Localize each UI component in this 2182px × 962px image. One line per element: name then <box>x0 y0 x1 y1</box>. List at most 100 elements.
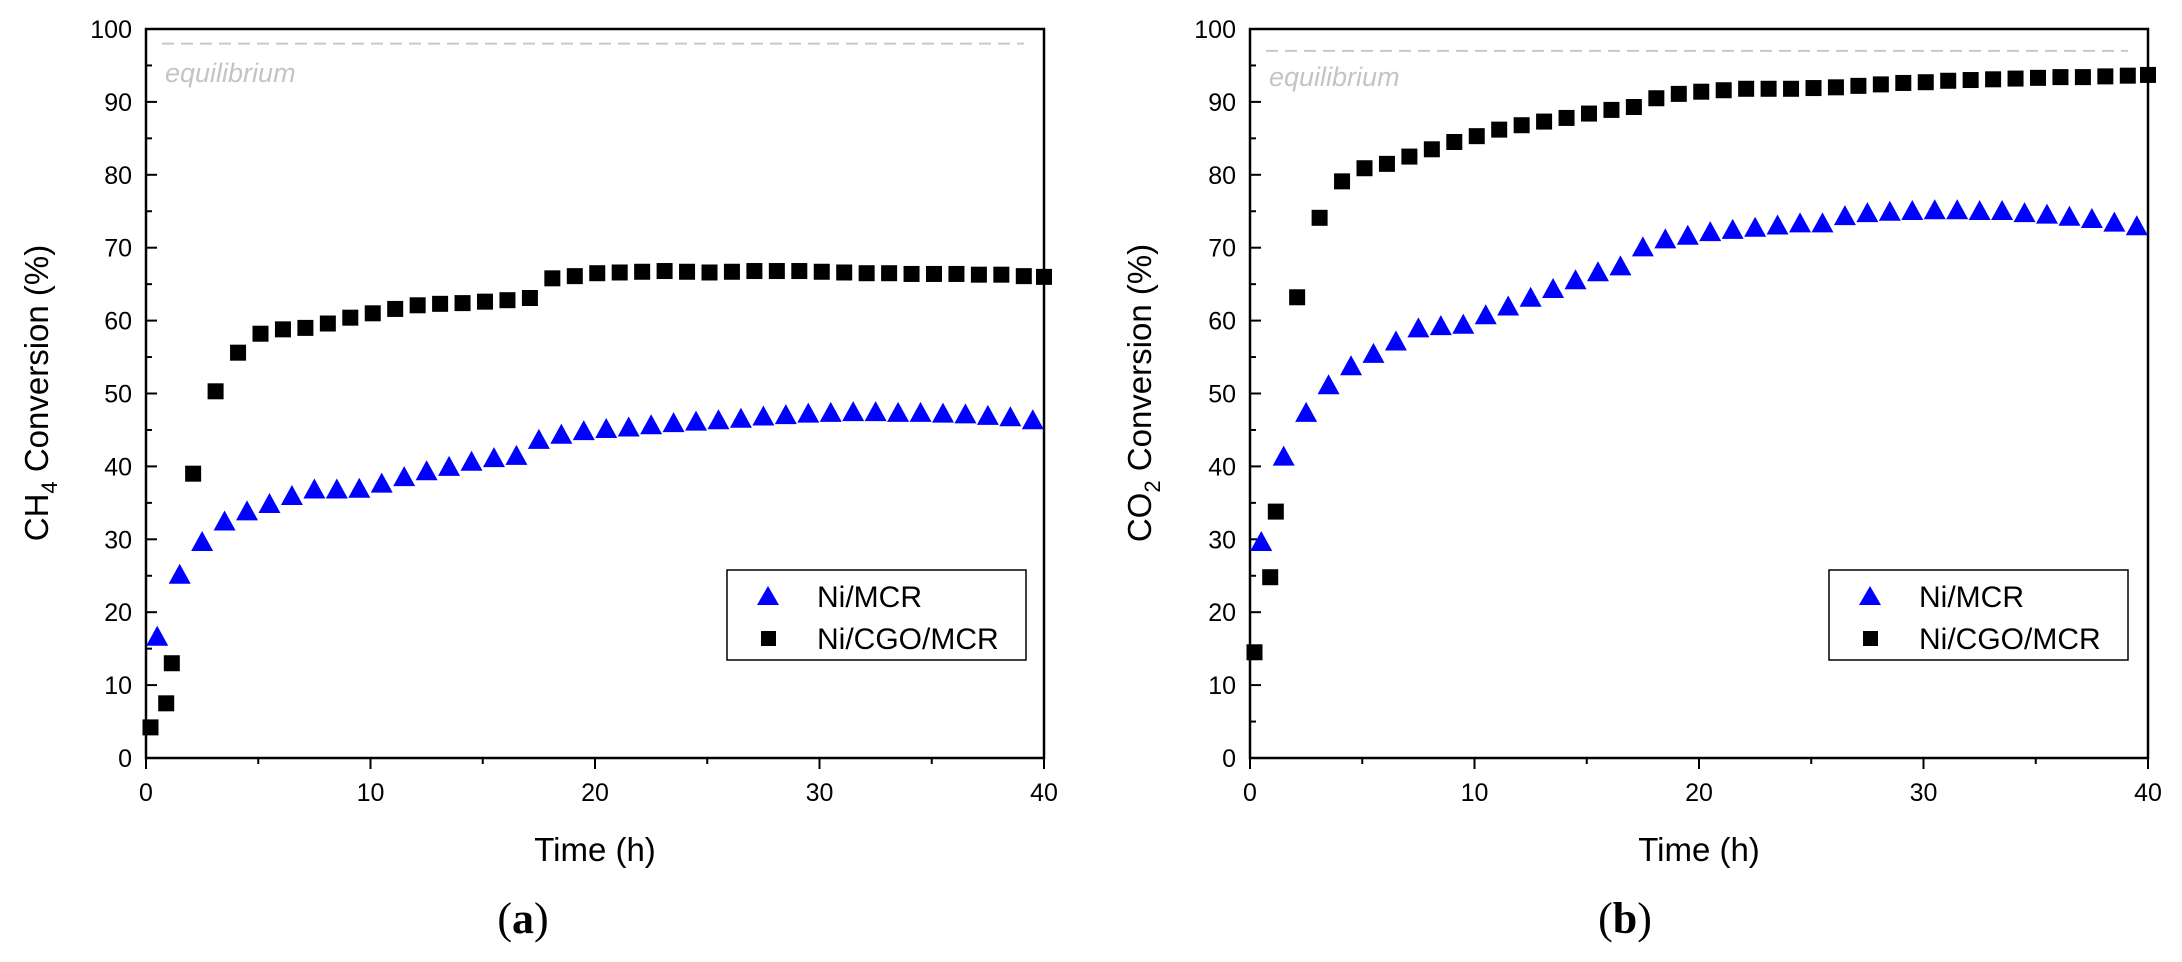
data-point-ni-mcr <box>1021 409 1044 430</box>
data-point-ni-mcr <box>595 417 618 438</box>
data-point-ni-cgo-mcr <box>1603 101 1620 118</box>
y-tick-labels: 0 10 20 30 40 50 60 70 80 90 100 <box>90 16 132 773</box>
data-point-ni-cgo-mcr <box>1262 569 1279 586</box>
y-axis-title: CO2 Conversion (%) <box>1121 244 1165 542</box>
data-point-ni-mcr <box>236 500 259 521</box>
data-point-ni-cgo-mcr <box>476 293 493 310</box>
data-point-ni-cgo-mcr <box>836 264 853 281</box>
data-point-ni-cgo-mcr <box>454 295 471 312</box>
y-tick-label: 30 <box>1208 526 1236 554</box>
data-point-ni-mcr <box>1452 313 1475 334</box>
panel-letter: a <box>512 894 534 943</box>
y-axis-title-main: CH <box>18 494 55 542</box>
legend: Ni/MCR Ni/CGO/MCR <box>726 569 1027 661</box>
panel-label: (a) <box>497 894 548 943</box>
y-tick-label: 60 <box>1208 308 1236 336</box>
data-point-ni-mcr <box>752 405 775 426</box>
y-tick-label: 10 <box>104 672 132 700</box>
data-point-ni-cgo-mcr <box>1850 77 1867 94</box>
y-tick-label: 40 <box>1208 453 1236 481</box>
y-tick-label: 40 <box>104 453 132 481</box>
data-point-ni-cgo-mcr <box>432 295 449 312</box>
data-point-ni-mcr <box>2013 202 2036 223</box>
data-point-ni-mcr <box>729 407 752 428</box>
data-point-ni-mcr <box>1429 315 1452 336</box>
data-point-ni-cgo-mcr <box>768 263 785 280</box>
y-tick-label: 0 <box>118 745 132 773</box>
data-point-ni-mcr <box>909 401 932 422</box>
y-tick-label: 20 <box>1208 599 1236 627</box>
data-point-ni-cgo-mcr <box>948 265 965 282</box>
data-point-ni-cgo-mcr <box>297 319 314 336</box>
data-point-ni-mcr <box>1878 200 1901 221</box>
data-point-ni-mcr <box>1699 221 1722 242</box>
axis-ticks <box>145 28 1045 769</box>
data-point-ni-cgo-mcr <box>1693 83 1710 100</box>
data-point-ni-cgo-mcr <box>1267 503 1284 520</box>
x-axis-title: Time (h) <box>534 831 656 868</box>
data-point-ni-mcr <box>819 401 842 422</box>
data-point-ni-mcr <box>1923 199 1946 220</box>
x-tick-label: 20 <box>1685 779 1713 807</box>
x-axis-title: Time (h) <box>1638 831 1760 868</box>
x-tick-label: 40 <box>1030 779 1058 807</box>
data-point-ni-mcr <box>572 420 595 441</box>
x-tick-label: 30 <box>806 779 834 807</box>
data-point-ni-cgo-mcr <box>2052 69 2069 86</box>
data-point-ni-mcr <box>280 485 303 506</box>
data-point-ni-mcr <box>1362 342 1385 363</box>
data-point-ni-mcr <box>1833 205 1856 226</box>
data-point-ni-mcr <box>2080 207 2103 228</box>
data-point-ni-mcr <box>415 460 438 481</box>
data-point-ni-mcr <box>325 478 348 499</box>
equilibrium-label: equilibrium <box>1269 62 1400 92</box>
data-point-ni-mcr <box>1384 330 1407 351</box>
x-tick-labels: 0 10 20 30 40 <box>139 779 1058 807</box>
legend-marker-ni-mcr <box>757 586 779 605</box>
data-point-ni-mcr <box>931 402 954 423</box>
data-point-ni-cgo-mcr <box>1536 113 1553 130</box>
y-axis-title: CH4 Conversion (%) <box>18 245 62 542</box>
data-point-ni-cgo-mcr <box>1805 80 1822 97</box>
data-point-ni-mcr <box>1586 261 1609 282</box>
data-point-ni-cgo-mcr <box>1940 72 1957 89</box>
data-point-ni-mcr <box>1407 317 1430 338</box>
data-point-ni-cgo-mcr <box>791 263 808 280</box>
data-point-ni-mcr <box>348 477 371 498</box>
data-point-ni-cgo-mcr <box>1738 80 1755 97</box>
data-point-ni-cgo-mcr <box>252 325 269 342</box>
data-point-ni-cgo-mcr <box>499 292 516 309</box>
data-point-ni-cgo-mcr <box>1401 148 1418 165</box>
data-point-ni-cgo-mcr <box>1491 121 1508 138</box>
data-point-ni-mcr <box>527 428 550 449</box>
data-point-ni-cgo-mcr <box>589 265 606 282</box>
data-point-ni-mcr <box>1991 199 2014 220</box>
data-point-ni-mcr <box>2035 203 2058 224</box>
data-point-ni-cgo-mcr <box>387 300 404 317</box>
data-point-ni-mcr <box>617 416 640 437</box>
data-point-ni-mcr <box>887 401 910 422</box>
data-point-ni-mcr <box>999 406 1022 427</box>
data-point-ni-cgo-mcr <box>2074 69 2091 86</box>
data-point-ni-cgo-mcr <box>158 695 175 712</box>
data-point-ni-cgo-mcr <box>1962 72 1979 89</box>
legend-label-ni-mcr: Ni/MCR <box>817 581 922 614</box>
data-point-ni-cgo-mcr <box>1334 173 1351 190</box>
data-point-ni-mcr <box>1564 269 1587 290</box>
data-point-ni-mcr <box>1946 199 1969 220</box>
data-point-ni-mcr <box>662 412 685 433</box>
legend-box <box>726 569 1027 661</box>
data-point-ni-cgo-mcr <box>611 264 628 281</box>
data-point-ni-cgo-mcr <box>230 344 247 361</box>
data-point-ni-cgo-mcr <box>1715 82 1732 99</box>
data-point-ni-cgo-mcr <box>1895 74 1912 91</box>
data-point-ni-cgo-mcr <box>1356 160 1373 177</box>
data-point-ni-cgo-mcr <box>1558 109 1575 126</box>
equilibrium-label: equilibrium <box>165 58 296 88</box>
data-point-ni-mcr <box>842 401 865 422</box>
data-point-ni-cgo-mcr <box>1311 209 1328 226</box>
axis-ticks <box>1249 28 2149 769</box>
y-tick-label: 50 <box>104 381 132 409</box>
data-point-ni-cgo-mcr <box>185 465 202 482</box>
